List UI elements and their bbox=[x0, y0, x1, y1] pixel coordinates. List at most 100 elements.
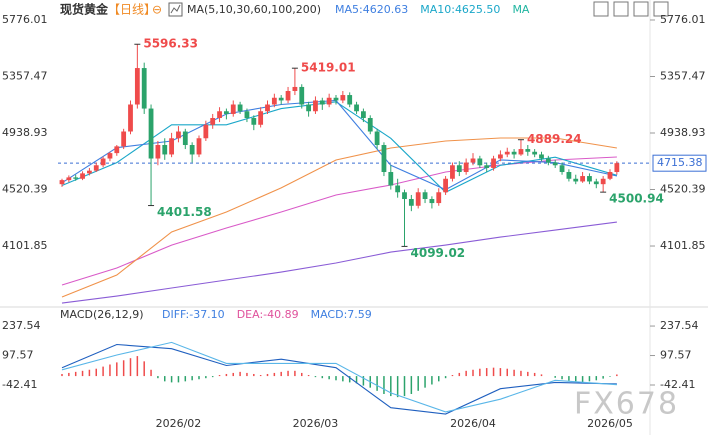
candle-body bbox=[244, 111, 250, 119]
candle-body bbox=[114, 146, 120, 154]
candle-body bbox=[134, 68, 140, 105]
candle-body bbox=[600, 178, 606, 185]
candle-body bbox=[217, 111, 222, 119]
candle-body bbox=[395, 185, 401, 193]
indicator-label: MA(5,10,30,60,100,200) bbox=[187, 3, 321, 16]
macd-legend-entry: DEA:-40.89 bbox=[237, 308, 299, 321]
candle-body bbox=[73, 177, 79, 179]
candle-body bbox=[189, 145, 195, 155]
candle-body bbox=[100, 158, 106, 166]
candle-body bbox=[367, 118, 373, 132]
candle-body bbox=[580, 176, 585, 182]
candle-body bbox=[388, 172, 394, 186]
candle-body bbox=[607, 172, 613, 179]
ma-line bbox=[61, 156, 617, 286]
macd-tick-label: 97.57 bbox=[2, 349, 34, 362]
candle-body bbox=[402, 192, 407, 200]
candle-body bbox=[182, 131, 188, 146]
candle-body bbox=[251, 118, 257, 125]
candle-body bbox=[436, 192, 442, 204]
candle-body bbox=[141, 68, 147, 109]
candle-body bbox=[559, 165, 565, 173]
candle-body bbox=[504, 151, 510, 155]
candle-body bbox=[545, 158, 551, 163]
candle-body bbox=[333, 97, 339, 101]
y-tick-label: 4938.93 bbox=[2, 126, 48, 139]
ma-line bbox=[61, 221, 617, 304]
tool-button[interactable] bbox=[633, 1, 649, 17]
x-tick-label: 2026/04 bbox=[450, 417, 496, 430]
current-price-label: 4715.38 bbox=[657, 156, 703, 169]
candle-body bbox=[525, 149, 531, 152]
macd-tick-label-right: -42.41 bbox=[660, 378, 695, 391]
chart-title: 现货黄金 bbox=[60, 2, 109, 17]
candle-body bbox=[148, 108, 154, 159]
macd-tick-label: 237.54 bbox=[2, 319, 41, 332]
tool-button[interactable] bbox=[613, 1, 629, 17]
candle-body bbox=[278, 97, 284, 101]
candle-body bbox=[614, 163, 620, 173]
candle-body bbox=[456, 165, 462, 173]
y-tick-label: 4520.39 bbox=[2, 183, 48, 196]
tool-button[interactable] bbox=[593, 1, 609, 17]
y-tick-label: 4101.85 bbox=[2, 239, 48, 252]
toolbar[interactable] bbox=[593, 1, 669, 17]
candle-body bbox=[566, 172, 572, 179]
candle-body bbox=[552, 162, 558, 166]
candle-body bbox=[319, 100, 325, 105]
candle-body bbox=[443, 178, 448, 193]
period[interactable]: 【日线】 bbox=[108, 3, 156, 17]
indicator-icon[interactable] bbox=[168, 2, 183, 17]
candle-body bbox=[470, 158, 476, 163]
y-tick-label: 5776.01 bbox=[2, 13, 48, 26]
candle-body bbox=[532, 151, 538, 155]
candle-body bbox=[340, 95, 346, 101]
candle-body bbox=[347, 95, 353, 105]
extreme-label: 5596.33 bbox=[143, 37, 198, 51]
candle-body bbox=[299, 86, 305, 105]
ma-line bbox=[61, 137, 617, 298]
candle-body bbox=[169, 138, 174, 155]
candle-body bbox=[484, 165, 490, 168]
candle-body bbox=[93, 165, 99, 171]
candle-body bbox=[265, 104, 270, 112]
macd-line bbox=[61, 343, 617, 415]
candle-body bbox=[518, 149, 524, 155]
extreme-label: 5419.01 bbox=[301, 61, 356, 75]
candle-body bbox=[573, 178, 579, 182]
candle-body bbox=[87, 170, 92, 174]
candle-body bbox=[80, 173, 85, 179]
y-tick-label-right: 5776.01 bbox=[660, 13, 706, 26]
y-tick-label-right: 4101.85 bbox=[660, 239, 706, 252]
candle-body bbox=[306, 104, 311, 112]
candle-body bbox=[230, 104, 236, 114]
macd-tick-label: -42.41 bbox=[2, 378, 37, 391]
y-tick-label-right: 5357.47 bbox=[660, 69, 706, 82]
x-tick-label: 2026/05 bbox=[587, 417, 633, 430]
candle-body bbox=[374, 131, 380, 146]
y-tick-label-right: 4938.93 bbox=[660, 126, 706, 139]
macd-tick-label-right: 237.54 bbox=[660, 319, 699, 332]
candle-body bbox=[463, 162, 469, 173]
tool-button[interactable] bbox=[653, 1, 669, 17]
candle-body bbox=[593, 181, 599, 185]
candle-body bbox=[539, 154, 544, 159]
zoom-icon[interactable]: ⊖ bbox=[152, 3, 162, 17]
candle-body bbox=[511, 151, 517, 155]
candle-body bbox=[59, 180, 65, 185]
candle-body bbox=[66, 177, 72, 181]
extreme-label: 4401.58 bbox=[157, 205, 212, 219]
candle-body bbox=[429, 199, 435, 204]
icon-frame bbox=[168, 2, 183, 17]
y-tick-label-right: 4520.39 bbox=[660, 183, 706, 196]
x-tick-label: 2026/03 bbox=[293, 417, 339, 430]
legend-entry: MA10:4625.50 bbox=[420, 3, 500, 16]
candle-body bbox=[292, 86, 298, 92]
x-tick-label: 2026/02 bbox=[156, 417, 202, 430]
candle-body bbox=[415, 192, 421, 206]
legend-entry: MA5:4620.63 bbox=[335, 3, 408, 16]
candle-body bbox=[422, 192, 428, 200]
